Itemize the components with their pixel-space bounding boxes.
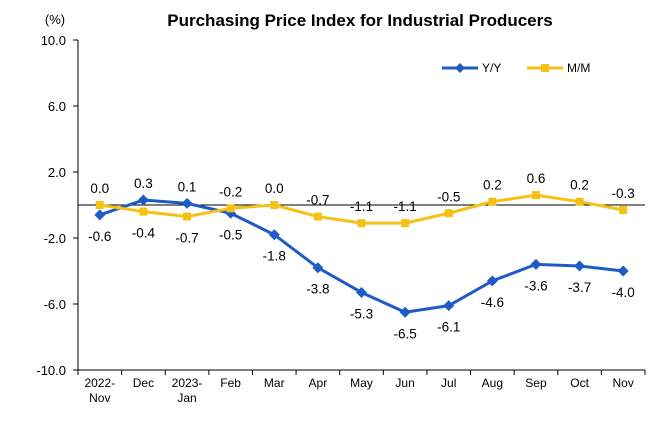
mm-point	[139, 207, 148, 216]
mm-data-label: -0.4	[132, 226, 156, 241]
yy-data-label: -0.6	[88, 229, 111, 244]
mm-point	[357, 219, 366, 228]
x-tick-label: Apr	[309, 376, 328, 390]
yy-data-label: -6.1	[437, 320, 460, 335]
y-axis-unit-label: (%)	[45, 12, 65, 27]
mm-point	[226, 204, 235, 213]
mm-point	[488, 197, 497, 206]
y-tick-label: -6.0	[44, 297, 66, 312]
x-tick-label: Mar	[264, 376, 285, 390]
y-tick-label: 2.0	[48, 165, 66, 180]
mm-point	[270, 201, 279, 209]
mm-data-label: -0.7	[306, 193, 329, 208]
yy-data-label: -3.8	[306, 282, 329, 297]
mm-point	[401, 219, 410, 228]
mm-data-label: -0.7	[175, 231, 198, 246]
yy-data-label: -3.6	[524, 278, 547, 293]
x-tick-label: Jun	[395, 376, 414, 390]
yy-point	[312, 262, 324, 274]
yy-point	[574, 260, 586, 272]
mm-data-label: 0.6	[527, 171, 546, 186]
yy-data-label: -0.5	[219, 227, 242, 242]
yy-data-label: -4.6	[481, 295, 504, 310]
mm-data-label: 0.0	[90, 181, 109, 196]
mm-data-label: -1.1	[350, 199, 373, 214]
y-tick-label: 6.0	[48, 99, 66, 114]
mm-point	[444, 209, 453, 218]
mm-data-label: -0.3	[612, 186, 635, 201]
yy-point	[356, 286, 367, 298]
yy-data-label: -4.0	[612, 285, 635, 300]
yy-point	[530, 258, 542, 270]
yy-point	[399, 306, 411, 318]
yy-point	[137, 194, 149, 206]
x-tick-label: Jul	[441, 376, 456, 390]
yy-data-label: -1.8	[263, 249, 286, 264]
mm-data-label: 0.2	[483, 178, 502, 193]
y-tick-label: -2.0	[44, 231, 66, 246]
yy-point	[617, 265, 629, 277]
yy-point	[181, 197, 193, 209]
x-tick-label: Feb	[220, 376, 241, 390]
mm-data-label: -1.1	[393, 199, 416, 214]
yy-point	[486, 275, 498, 287]
x-tick-label: Dec	[133, 376, 154, 390]
mm-data-label: 0.0	[265, 181, 284, 196]
mm-point	[183, 212, 192, 221]
x-tick-label: May	[350, 376, 373, 390]
yy-data-label: -6.5	[393, 326, 416, 341]
mm-point	[575, 197, 584, 206]
yy-point	[443, 300, 455, 312]
legend-label: M/M	[567, 61, 590, 75]
legend: Y/Y M/M	[442, 61, 590, 75]
mm-point	[95, 201, 104, 209]
yy-data-label: -5.3	[350, 306, 373, 321]
mm-point	[313, 212, 322, 221]
mm-data-label: -0.5	[437, 189, 460, 204]
y-tick-label: 10.0	[41, 33, 66, 48]
mm-point	[619, 205, 628, 214]
yy-point	[268, 229, 280, 241]
yy-data-label: 0.3	[134, 176, 153, 191]
legend-marker	[455, 63, 465, 73]
x-tick-label: Aug	[482, 376, 503, 390]
x-tick-label: 2023-Jan	[172, 376, 203, 405]
legend-marker	[541, 64, 549, 72]
mm-point	[531, 191, 540, 200]
mm-data-label: 0.2	[570, 178, 589, 193]
chart-title: Purchasing Price Index for Industrial Pr…	[167, 11, 552, 30]
y-tick-label: -10.0	[36, 363, 66, 378]
x-tick-label: Nov	[613, 376, 634, 390]
x-tick-label: 2022-Nov	[84, 376, 115, 405]
yy-data-label: -3.7	[568, 280, 591, 295]
x-tick-label: Sep	[525, 376, 547, 390]
mm-data-label: -0.2	[219, 184, 242, 199]
x-tick-label: Oct	[570, 376, 589, 390]
yy-data-label: 0.1	[178, 179, 197, 194]
plot-area: 10.0 6.0 2.0 -2.0 -6.0 -10.0 2022-Nov Dec 2023-J…	[36, 33, 646, 405]
legend-label: Y/Y	[482, 61, 501, 75]
yy-point	[94, 209, 106, 221]
